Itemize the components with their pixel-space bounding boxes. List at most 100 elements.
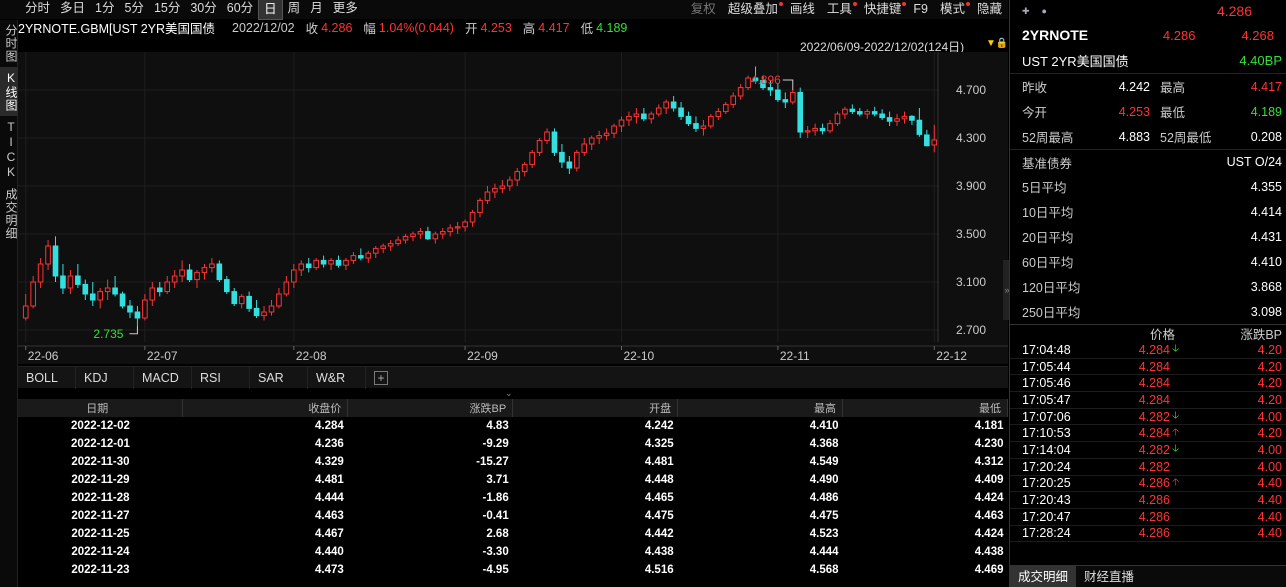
panel-tab-1[interactable]: 财经直播	[1084, 569, 1135, 584]
table-row[interactable]: 2022-12-02 4.284 4.83 4.242 4.410 4.181	[18, 417, 1008, 435]
period-tab-0[interactable]: 分时	[25, 1, 51, 15]
trade-time: 17:20:25	[1022, 476, 1071, 491]
tool-6[interactable]: 模式	[934, 0, 971, 19]
trade-row: 17:20:24 4.282 4.00	[1010, 459, 1286, 476]
collapse-chevron-icon[interactable]: ⌄	[505, 388, 513, 398]
trades-list: 17:04:48 4.284 🡣 4.20 17:05:44 4.284 4.20 17:05…	[1010, 342, 1286, 543]
table-row[interactable]: 2022-11-25 4.467 2.68 4.442 4.523 4.424	[18, 525, 1008, 543]
candlestick-chart[interactable]: 4.700 4.300 3.900 3.500 3.100 2.700 22-06 22-07…	[18, 52, 1008, 364]
candle-body	[52, 245, 59, 277]
tool-1[interactable]: 超级叠加	[722, 0, 784, 19]
max-pointer	[782, 79, 794, 90]
candle-body	[782, 99, 789, 103]
indicator-tab-1[interactable]: KDJ	[76, 366, 134, 389]
ma-row: 250日平均 3.098	[1010, 299, 1286, 324]
table-cell: 4.473	[315, 564, 344, 576]
min-pointer	[129, 325, 138, 335]
indicator-tab-3[interactable]: RSI	[192, 366, 250, 389]
candle-body	[97, 291, 104, 301]
period-tab-10[interactable]: 更多	[332, 1, 358, 15]
high-label: 高	[522, 22, 536, 36]
candle-body	[506, 179, 513, 187]
trade-time: 17:14:04	[1022, 442, 1071, 457]
tool-5[interactable]: F9	[913, 2, 928, 16]
table-cell: 4.475	[644, 510, 674, 522]
period-tab-1[interactable]: 多日	[60, 1, 86, 15]
period-tab-9[interactable]: 月	[310, 1, 323, 15]
table-row[interactable]: 2022-11-27 4.463 -0.41 4.475 4.475 4.463	[18, 507, 1008, 525]
view-tab-3[interactable]: 成交明细	[4, 188, 18, 240]
table-cell: -15.27	[476, 456, 509, 468]
ma-value: 4.410	[1250, 254, 1282, 269]
period-tab-8[interactable]: 周	[287, 1, 301, 15]
candle-body	[291, 269, 297, 283]
tool-4[interactable]: 快捷键	[858, 0, 908, 19]
quote-row: 昨收 4.242 最高 4.417	[1010, 74, 1286, 99]
column-header-4[interactable]: 最高	[677, 399, 844, 417]
candle-body	[700, 125, 707, 129]
view-tab-1[interactable]: K线图	[0, 67, 18, 116]
trade-bp: 4.20	[1257, 342, 1282, 357]
indicator-tab-4[interactable]: SAR	[250, 366, 308, 389]
trade-bp: 4.40	[1257, 493, 1282, 508]
quote-row: 52周最高 4.883 52周最低 0.208	[1010, 124, 1286, 149]
candle-body	[231, 291, 238, 305]
down-arrow-icon: 🡣	[1172, 443, 1180, 455]
table-row[interactable]: 2022-11-28 4.444 -1.86 4.465 4.486 4.424	[18, 489, 1008, 507]
candle-body	[209, 263, 215, 269]
candle-body	[804, 130, 811, 133]
quote-row: 今开 4.253 最低 4.189	[1010, 99, 1286, 124]
column-header-3[interactable]: 开盘	[512, 399, 679, 417]
view-tab-0[interactable]: 分时图	[4, 24, 18, 63]
panel-toggle-handle[interactable]: »	[1003, 260, 1011, 320]
period-tab-5[interactable]: 30分	[190, 1, 217, 15]
table-row[interactable]: 2022-11-23 4.473 -4.95 4.516 4.568 4.469	[18, 561, 1008, 579]
candle-body	[626, 115, 632, 121]
period-tab-3[interactable]: 5分	[124, 1, 144, 15]
candle-body	[119, 293, 126, 307]
trade-row: 17:05:47 4.284 4.20	[1010, 392, 1286, 409]
trade-bp: 4.40	[1257, 509, 1282, 524]
lock-icon[interactable]: ▼🔒	[986, 38, 1009, 49]
view-tab-2[interactable]: TICK	[4, 120, 18, 180]
table-row[interactable]: 2022-12-01 4.236 -9.29 4.325 4.368 4.230	[18, 435, 1008, 453]
candle-body	[22, 305, 29, 319]
panel-tab-0[interactable]: 成交明细	[1010, 565, 1077, 587]
candle-body	[343, 259, 349, 266]
candle-body	[469, 211, 476, 223]
pin-icon[interactable]: ✚	[1022, 5, 1030, 16]
period-tab-4[interactable]: 15分	[153, 1, 181, 15]
date-range-selector[interactable]: 2022/06/09-2022/12/02(124日)	[800, 40, 965, 54]
y-tick-label: 3.900	[956, 179, 986, 193]
column-header-1[interactable]: 收盘价	[182, 399, 349, 417]
indicator-tab-2[interactable]: MACD	[134, 366, 192, 389]
period-tab-2[interactable]: 1分	[95, 1, 115, 15]
column-header-5[interactable]: 最低	[842, 399, 1008, 417]
tool-3[interactable]: 工具	[821, 0, 858, 19]
period-tab-6[interactable]: 60分	[226, 1, 254, 15]
indicator-tab-5[interactable]: W&R	[308, 366, 366, 389]
table-header: 日期 收盘价 涨跌BP 开盘 最高 最低	[18, 399, 1008, 417]
tool-0[interactable]: 复权	[690, 2, 716, 16]
candle-body	[395, 239, 401, 245]
tool-2[interactable]: 画线	[789, 2, 815, 16]
column-header-2[interactable]: 涨跌BP	[347, 399, 514, 417]
add-indicator-button[interactable]: +	[374, 370, 388, 385]
candle-body	[358, 255, 364, 259]
indicator-tab-0[interactable]: BOLL	[18, 366, 76, 389]
trade-price: 4.286	[1138, 526, 1170, 541]
quote-value: 4.189	[1250, 104, 1282, 119]
tool-7[interactable]: 隐藏	[976, 2, 1002, 16]
candle-body	[372, 247, 379, 254]
table-row[interactable]: 2022-11-30 4.329 -15.27 4.481 4.549 4.312	[18, 453, 1008, 471]
column-header-0[interactable]: 日期	[18, 399, 184, 417]
table-row[interactable]: 2022-11-29 4.481 3.71 4.448 4.490 4.409	[18, 471, 1008, 489]
period-tab-7[interactable]: 日	[258, 0, 283, 20]
light-icon[interactable]: ●	[1041, 6, 1047, 16]
candle-body	[67, 275, 74, 289]
table-row[interactable]: 2022-11-24 4.440 -3.30 4.438 4.444 4.438	[18, 543, 1008, 561]
candle-body	[641, 113, 647, 120]
table-cell: 4.368	[809, 438, 839, 450]
candle-body	[767, 87, 774, 91]
table-cell: 2022-11-25	[71, 528, 130, 540]
